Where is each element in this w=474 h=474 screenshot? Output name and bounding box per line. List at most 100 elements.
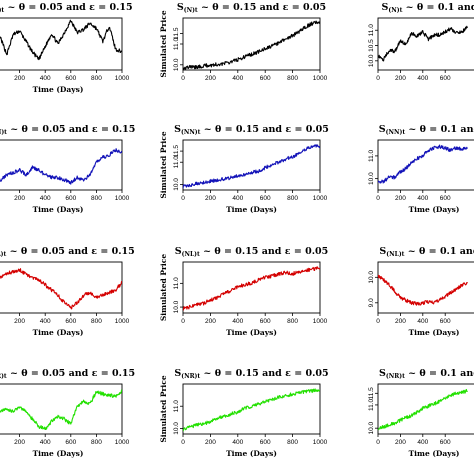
x-tick-label: 1000 <box>313 439 328 446</box>
x-tick-label: 200 <box>14 439 25 446</box>
series-line <box>378 144 468 184</box>
x-tick-label: 600 <box>440 195 451 202</box>
series-line <box>0 389 122 431</box>
x-axis-label: Time (Days) <box>409 449 460 458</box>
x-tick-label: 600 <box>65 75 76 82</box>
x-axis-label: Time (Days) <box>409 205 460 214</box>
x-tick-label: 0 <box>181 195 185 202</box>
x-tick-label: 800 <box>287 439 298 446</box>
title-sub: (N)t <box>388 7 402 14</box>
x-tick-label: 600 <box>440 75 451 82</box>
title-sub: (NL)t <box>386 251 404 258</box>
plot-frame <box>182 17 321 71</box>
panel-1-1: S(NN)t ~ θ = 0.15 and ε = 0.05 0 200 400 600… <box>159 124 329 214</box>
x-tick-label: 1000 <box>115 195 130 202</box>
series-line <box>0 19 122 61</box>
title-rest: ~ θ = 0.1 and ε <box>405 124 474 135</box>
x-axis-label: Time (Days) <box>226 205 277 214</box>
title-sub: (NR)t <box>386 373 405 380</box>
x-tick-label: 400 <box>232 195 243 202</box>
panel-title: S(NN)t ~ θ = 0.15 and ε = 0.05 <box>174 124 329 136</box>
plot-frame <box>182 383 321 435</box>
plot-frame <box>182 261 321 314</box>
y-tick-label: 11.5 <box>368 387 375 400</box>
y-tick-label: 10.0 <box>368 271 375 284</box>
y-tick-label: 11.0 <box>173 277 180 290</box>
x-tick-label: 0 <box>376 318 380 325</box>
x-tick-label: 200 <box>205 195 216 202</box>
x-tick-label: 400 <box>417 318 428 325</box>
panel-0-2: S(N)t ~ θ = 0.1 and ε 0 200 400 600 10.0 10.5 1… <box>368 2 474 82</box>
title-rest: ~ θ = 0.15 and ε = 0.05 <box>200 246 328 257</box>
x-tick-label: 0 <box>181 75 185 82</box>
title-rest: ~ θ = 0.15 and ε = 0.05 <box>200 368 328 379</box>
title-sub: (NL)t <box>182 251 200 258</box>
title-sub: (NN)t <box>0 129 7 136</box>
series-line <box>183 20 320 70</box>
series-line <box>0 148 122 185</box>
x-tick-label: 0 <box>376 439 380 446</box>
x-tick-label: 800 <box>91 318 102 325</box>
panel-title: S(NR)t ~ θ = 0.05 and ε = 0.15 <box>0 368 135 380</box>
x-tick-label: 200 <box>205 439 216 446</box>
x-tick-label: 600 <box>65 318 76 325</box>
x-tick-label: 0 <box>376 195 380 202</box>
x-tick-label: 200 <box>14 195 25 202</box>
title-main: S <box>174 124 181 135</box>
panel-3-2: S(NR)t ~ θ = 0.1 and ε 0 200 400 600 10.0 11.0… <box>368 368 474 458</box>
x-tick-label: 200 <box>395 318 406 325</box>
panel-2-1: S(NL)t ~ θ = 0.15 and ε = 0.05 0 200 400 600… <box>159 246 328 337</box>
plot-frame <box>0 383 123 435</box>
y-tick-label: 10.0 <box>173 178 180 191</box>
y-axis-label: Simulated Price <box>159 254 168 321</box>
x-tick-label: 1000 <box>313 75 328 82</box>
x-tick-label: 400 <box>417 195 428 202</box>
y-tick-label: 11.0 <box>173 400 180 413</box>
x-tick-label: 1000 <box>115 318 130 325</box>
y-tick-label: 11.0 <box>368 149 375 162</box>
x-tick-label: 0 <box>376 75 380 82</box>
plot-frame <box>377 261 474 314</box>
plot-frame <box>0 17 123 71</box>
x-axis-label: Time (Days) <box>33 328 84 337</box>
panel-1-0: S(NN)t ~ θ = 0.05 and ε = 0.15 200 400 600 8… <box>0 124 135 214</box>
x-tick-label: 200 <box>205 75 216 82</box>
panel-title: S(NN)t ~ θ = 0.05 and ε = 0.15 <box>0 124 135 136</box>
title-rest: ~ θ = 0.15 and ε = 0.05 <box>198 2 326 13</box>
panel-3-1: S(NR)t ~ θ = 0.15 and ε = 0.05 0 200 400 600… <box>159 368 329 458</box>
x-tick-label: 200 <box>395 195 406 202</box>
y-tick-label: 11.5 <box>173 27 180 40</box>
x-tick-label: 400 <box>40 439 51 446</box>
title-main: S <box>177 2 184 13</box>
panel-0-1: S(N)t ~ θ = 0.15 and ε = 0.05 0 200 400 600 8… <box>159 2 328 82</box>
x-axis-label: Time (Days) <box>226 328 277 337</box>
x-tick-label: 600 <box>260 75 271 82</box>
x-tick-label: 0 <box>181 439 185 446</box>
title-rest: ~ θ = 0.05 and ε = 0.15 <box>6 246 134 257</box>
plot-frame <box>377 139 474 191</box>
x-tick-label: 600 <box>65 439 76 446</box>
y-tick-label: 10.0 <box>173 58 180 71</box>
x-tick-label: 200 <box>395 439 406 446</box>
panel-title: S(NR)t ~ θ = 0.1 and ε <box>379 368 474 380</box>
x-axis-label: Time (Days) <box>33 205 84 214</box>
x-axis-label: Time (Days) <box>226 449 277 458</box>
x-tick-label: 800 <box>91 439 102 446</box>
y-tick-label: 11.0 <box>173 38 180 51</box>
series-line <box>378 274 468 306</box>
title-main: S <box>379 124 386 135</box>
x-tick-label: 200 <box>205 318 216 325</box>
x-tick-label: 0 <box>181 318 185 325</box>
panel-2-2: S(NL)t ~ θ = 0.1 and ε 0 200 400 600 9.0 10.0 T… <box>368 246 474 337</box>
title-sub: (NN)t <box>386 129 406 136</box>
y-tick-label: 10.0 <box>368 54 375 67</box>
x-axis-label: Time (Days) <box>33 449 84 458</box>
title-sub: (NR)t <box>0 373 7 380</box>
y-tick-label: 10.5 <box>368 39 375 52</box>
x-tick-label: 800 <box>287 318 298 325</box>
title-rest: ~ θ = 0.05 and ε = 0.15 <box>4 2 132 13</box>
y-axis-label: Simulated Price <box>159 375 168 442</box>
title-sub: (NR)t <box>181 373 200 380</box>
plot-frame <box>182 139 321 191</box>
panel-title: S(N)t ~ θ = 0.05 and ε = 0.15 <box>0 2 133 14</box>
